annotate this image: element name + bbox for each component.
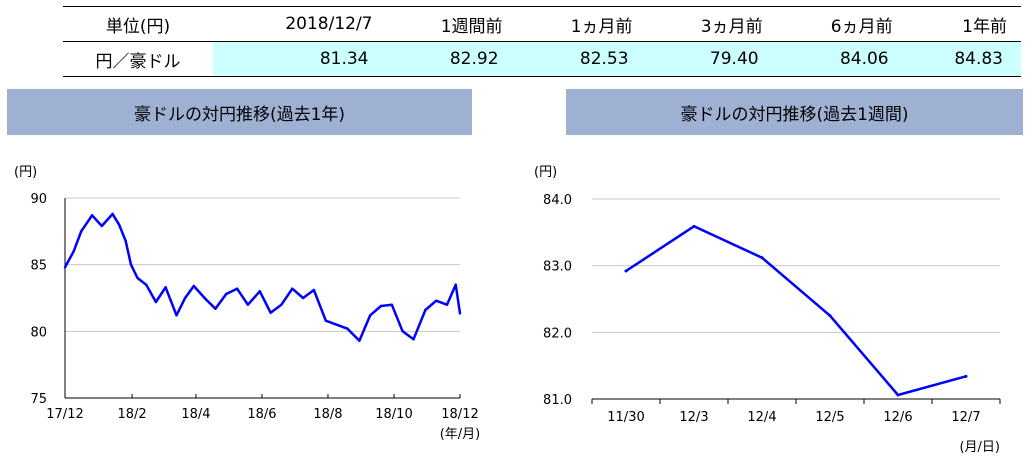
data-point bbox=[324, 319, 328, 322]
y-unit-label: (円) bbox=[534, 165, 557, 180]
data-point bbox=[896, 393, 900, 397]
value-1-month-ago: 82.53 bbox=[516, 41, 647, 77]
data-point bbox=[401, 330, 404, 333]
unit-label: 単位(円) bbox=[63, 6, 213, 42]
series-line bbox=[625, 225, 967, 397]
data-point bbox=[164, 286, 167, 289]
data-point bbox=[424, 308, 427, 312]
chart-1-title: 豪ドルの対円推移(過去1年) bbox=[7, 89, 472, 135]
y-tick-label: 83.0 bbox=[543, 260, 572, 275]
y-tick-label: 90 bbox=[30, 192, 47, 207]
data-point bbox=[269, 311, 272, 314]
x-tick-label: 18/2 bbox=[117, 407, 146, 422]
value-3-months-ago: 79.40 bbox=[646, 41, 777, 77]
value-date: 81.34 bbox=[213, 41, 387, 77]
data-point bbox=[445, 303, 449, 306]
data-point bbox=[129, 263, 133, 266]
x-tick-label: 18/8 bbox=[313, 407, 342, 422]
data-point bbox=[964, 374, 968, 378]
table-row: 円／豪ドル 81.34 82.92 82.53 79.40 84.06 84.8… bbox=[63, 41, 1021, 77]
data-point bbox=[312, 288, 316, 292]
column-6-months-ago: 6ヵ月前 bbox=[776, 6, 907, 42]
data-point bbox=[246, 303, 250, 306]
data-point bbox=[203, 296, 206, 300]
data-point bbox=[760, 256, 764, 260]
column-1-week-ago: 1週間前 bbox=[386, 6, 517, 42]
data-point bbox=[379, 304, 383, 308]
data-point bbox=[235, 287, 239, 290]
table-header-row: 単位(円) 2018/12/7 1週間前 1ヵ月前 3ヵ月前 6ヵ月前 1年前 bbox=[63, 6, 1021, 42]
value-6-months-ago: 84.06 bbox=[776, 41, 907, 77]
data-point bbox=[225, 292, 228, 296]
column-1-year-ago: 1年前 bbox=[906, 6, 1021, 42]
data-point bbox=[828, 314, 832, 318]
chart-2-title: 豪ドルの対円推移(過去1週間) bbox=[566, 89, 1023, 135]
data-point bbox=[100, 224, 103, 228]
y-tick-label: 85 bbox=[30, 259, 47, 274]
x-tick-label: 17/12 bbox=[46, 407, 83, 422]
x-tick-label: 18/10 bbox=[375, 407, 412, 422]
data-point bbox=[390, 303, 394, 306]
x-tick-label: 18/12 bbox=[441, 407, 478, 422]
column-date: 2018/12/7 bbox=[213, 6, 387, 42]
data-point bbox=[136, 276, 139, 280]
data-point bbox=[291, 287, 294, 290]
data-point bbox=[692, 224, 696, 228]
x-tick-label: 12/3 bbox=[679, 410, 708, 425]
x-tick-label: 18/6 bbox=[247, 407, 276, 422]
data-point bbox=[258, 290, 261, 293]
data-point bbox=[454, 283, 457, 286]
column-1-month-ago: 1ヵ月前 bbox=[516, 6, 647, 42]
y-tick-label: 81.0 bbox=[543, 393, 572, 408]
x-tick-label: 12/7 bbox=[951, 410, 980, 425]
y-tick-label: 75 bbox=[30, 392, 47, 407]
x-unit-label: (年/月) bbox=[440, 427, 481, 442]
row-label: 円／豪ドル bbox=[63, 41, 213, 77]
x-unit-label: (月/日) bbox=[959, 440, 1000, 455]
y-tick-label: 80 bbox=[30, 325, 47, 340]
data-point bbox=[301, 296, 305, 300]
value-1-week-ago: 82.92 bbox=[386, 41, 517, 77]
data-point bbox=[144, 283, 148, 286]
rate-table: 単位(円) 2018/12/7 1週間前 1ヵ月前 3ヵ月前 6ヵ月前 1年前 … bbox=[63, 6, 1021, 77]
data-point bbox=[183, 296, 187, 300]
data-point bbox=[624, 269, 628, 273]
data-point bbox=[214, 307, 217, 310]
data-point bbox=[117, 223, 121, 226]
data-point bbox=[154, 300, 158, 304]
data-point bbox=[335, 323, 338, 326]
chart-1-week: 84.0 83.0 82.0 81.0 11/30 12/3 12/4 12/5 12/6 12/… bbox=[534, 165, 1001, 455]
column-3-months-ago: 3ヵ月前 bbox=[646, 6, 777, 42]
data-point bbox=[280, 303, 283, 306]
data-point bbox=[412, 338, 415, 341]
value-1-year-ago: 84.83 bbox=[906, 41, 1021, 77]
data-point bbox=[72, 250, 75, 253]
data-point bbox=[434, 299, 438, 302]
data-point bbox=[90, 214, 94, 217]
data-point bbox=[368, 314, 372, 317]
data-point bbox=[111, 212, 114, 216]
x-tick-label: 12/6 bbox=[883, 410, 912, 425]
data-point bbox=[192, 284, 195, 288]
data-point bbox=[358, 339, 361, 342]
data-point bbox=[63, 266, 67, 269]
series-line bbox=[63, 212, 462, 342]
x-tick-label: 18/4 bbox=[181, 407, 210, 422]
y-tick-label: 82.0 bbox=[543, 326, 572, 341]
x-tick-label: 11/30 bbox=[607, 410, 644, 425]
x-tick-label: 12/5 bbox=[815, 410, 844, 425]
data-point bbox=[124, 239, 127, 242]
data-point bbox=[80, 230, 83, 233]
data-point bbox=[346, 327, 349, 330]
data-point bbox=[458, 312, 462, 315]
data-point bbox=[175, 314, 178, 317]
y-tick-label: 84.0 bbox=[543, 193, 572, 208]
x-tick-label: 12/4 bbox=[747, 410, 776, 425]
y-unit-label: (円) bbox=[14, 165, 37, 180]
